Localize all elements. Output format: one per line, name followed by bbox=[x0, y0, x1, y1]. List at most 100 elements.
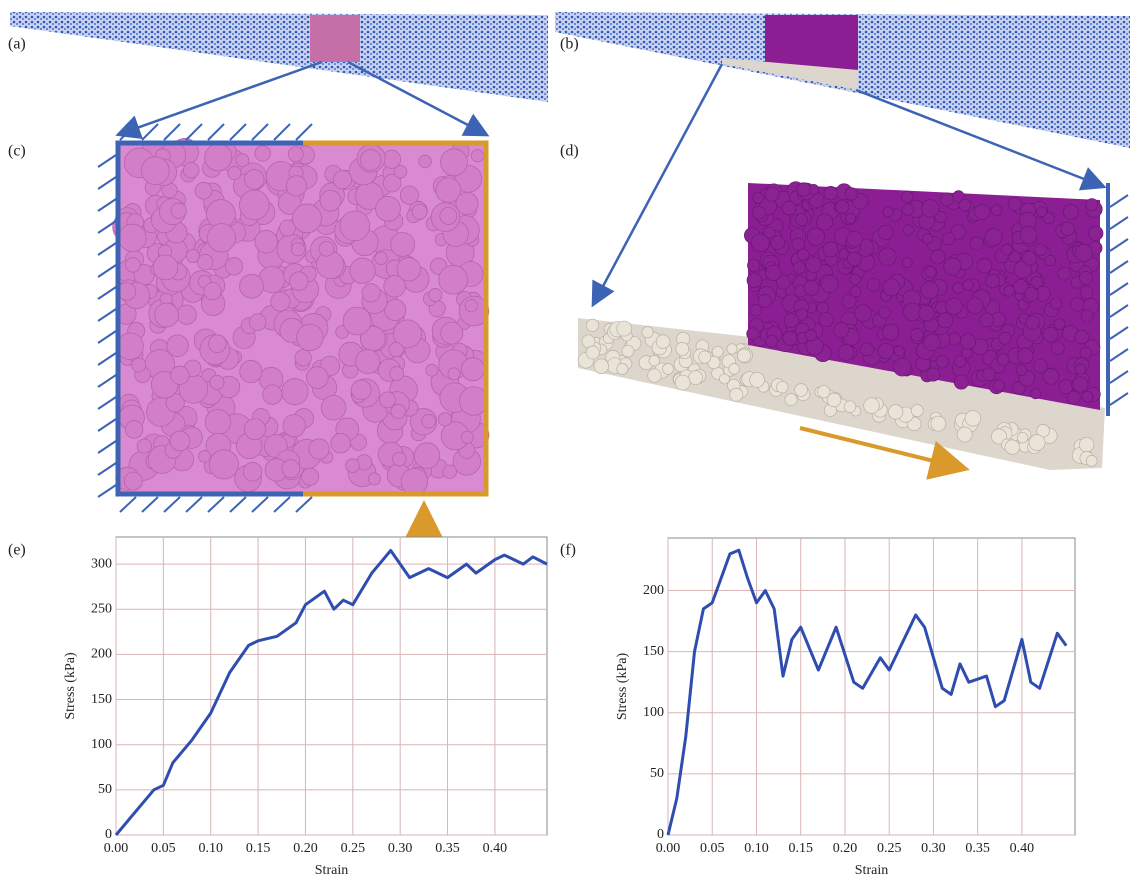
x-axis-label: Strain bbox=[855, 863, 888, 878]
particle bbox=[793, 261, 805, 273]
particle bbox=[302, 468, 319, 485]
particle bbox=[331, 433, 351, 453]
particle bbox=[922, 233, 932, 243]
particle bbox=[1079, 271, 1092, 284]
particle bbox=[1086, 455, 1097, 466]
particle bbox=[291, 243, 304, 256]
particle bbox=[461, 358, 484, 381]
particle bbox=[375, 252, 388, 265]
particle bbox=[141, 157, 169, 185]
particle bbox=[861, 343, 874, 356]
particle bbox=[225, 258, 242, 275]
x-tick-label: 0.25 bbox=[341, 841, 366, 856]
particle bbox=[864, 398, 880, 414]
particle bbox=[879, 307, 890, 318]
particle bbox=[753, 192, 764, 203]
particle bbox=[931, 250, 945, 264]
particle bbox=[902, 204, 913, 215]
particle bbox=[795, 384, 808, 397]
particle bbox=[940, 193, 953, 206]
particle bbox=[1051, 342, 1064, 355]
particle bbox=[818, 386, 830, 398]
particle bbox=[1008, 197, 1021, 210]
particle bbox=[171, 203, 186, 218]
particle bbox=[911, 405, 923, 417]
particle bbox=[208, 335, 226, 353]
particle bbox=[804, 280, 819, 295]
particle bbox=[975, 204, 990, 219]
x-tick-label: 0.30 bbox=[921, 841, 946, 856]
particle bbox=[209, 450, 238, 479]
x-tick-label: 0.30 bbox=[388, 841, 413, 856]
particle bbox=[400, 186, 418, 204]
particle bbox=[834, 322, 849, 337]
particle bbox=[389, 343, 403, 357]
particle bbox=[1089, 226, 1103, 240]
particle bbox=[977, 259, 992, 274]
figure: (a) (b) (c) (d) (e) (f) 0.000.050.100.15… bbox=[0, 0, 1137, 881]
particle bbox=[321, 395, 346, 420]
x-axis-label: Strain bbox=[315, 863, 348, 878]
particle bbox=[1004, 285, 1015, 296]
particle bbox=[1034, 244, 1046, 256]
particle bbox=[1018, 348, 1034, 364]
particle bbox=[776, 381, 788, 393]
x-tick-label: 0.35 bbox=[435, 841, 460, 856]
particle bbox=[784, 313, 798, 327]
particle bbox=[1080, 347, 1092, 359]
particle bbox=[340, 211, 370, 241]
particle bbox=[117, 333, 144, 360]
particle bbox=[419, 155, 432, 168]
particle bbox=[1005, 440, 1020, 455]
particle bbox=[228, 167, 241, 180]
particle bbox=[586, 319, 598, 331]
particle bbox=[245, 170, 265, 190]
particle bbox=[385, 299, 406, 320]
x-tick-label: 0.35 bbox=[965, 841, 990, 856]
particle bbox=[845, 213, 855, 223]
particle bbox=[1075, 244, 1092, 261]
particle bbox=[617, 363, 628, 374]
particle bbox=[368, 473, 380, 485]
particle bbox=[924, 334, 941, 351]
particle bbox=[286, 176, 306, 196]
particle bbox=[1079, 437, 1094, 452]
particle bbox=[737, 349, 750, 362]
particle bbox=[391, 233, 415, 257]
particle bbox=[919, 305, 935, 321]
particle bbox=[1020, 226, 1037, 243]
particle bbox=[991, 205, 1002, 216]
particle bbox=[902, 258, 912, 268]
particle bbox=[125, 421, 143, 439]
particle bbox=[927, 368, 940, 381]
particle bbox=[249, 314, 266, 331]
x-tick-label: 0.00 bbox=[656, 841, 681, 856]
x-tick-label: 0.05 bbox=[700, 841, 725, 856]
particle bbox=[271, 292, 290, 311]
particle bbox=[959, 199, 971, 211]
particle bbox=[1061, 222, 1075, 236]
particle bbox=[243, 462, 262, 481]
particle bbox=[293, 204, 322, 233]
particle bbox=[350, 258, 375, 283]
particle bbox=[379, 392, 395, 408]
particle bbox=[965, 410, 981, 426]
particle bbox=[730, 388, 743, 401]
particle bbox=[1075, 364, 1086, 375]
particle bbox=[766, 265, 781, 280]
particle bbox=[782, 201, 796, 215]
particle bbox=[850, 286, 861, 297]
particle bbox=[171, 366, 189, 384]
particle bbox=[290, 272, 309, 291]
particle bbox=[967, 298, 983, 314]
particle bbox=[309, 439, 329, 459]
particle bbox=[205, 409, 230, 434]
particle bbox=[210, 375, 224, 389]
particle bbox=[642, 327, 653, 338]
particle bbox=[401, 468, 427, 494]
particle bbox=[845, 188, 857, 200]
x-tick-label: 0.25 bbox=[877, 841, 902, 856]
particle bbox=[1043, 327, 1058, 342]
particle bbox=[351, 380, 371, 400]
x-tick-label: 0.20 bbox=[293, 841, 318, 856]
